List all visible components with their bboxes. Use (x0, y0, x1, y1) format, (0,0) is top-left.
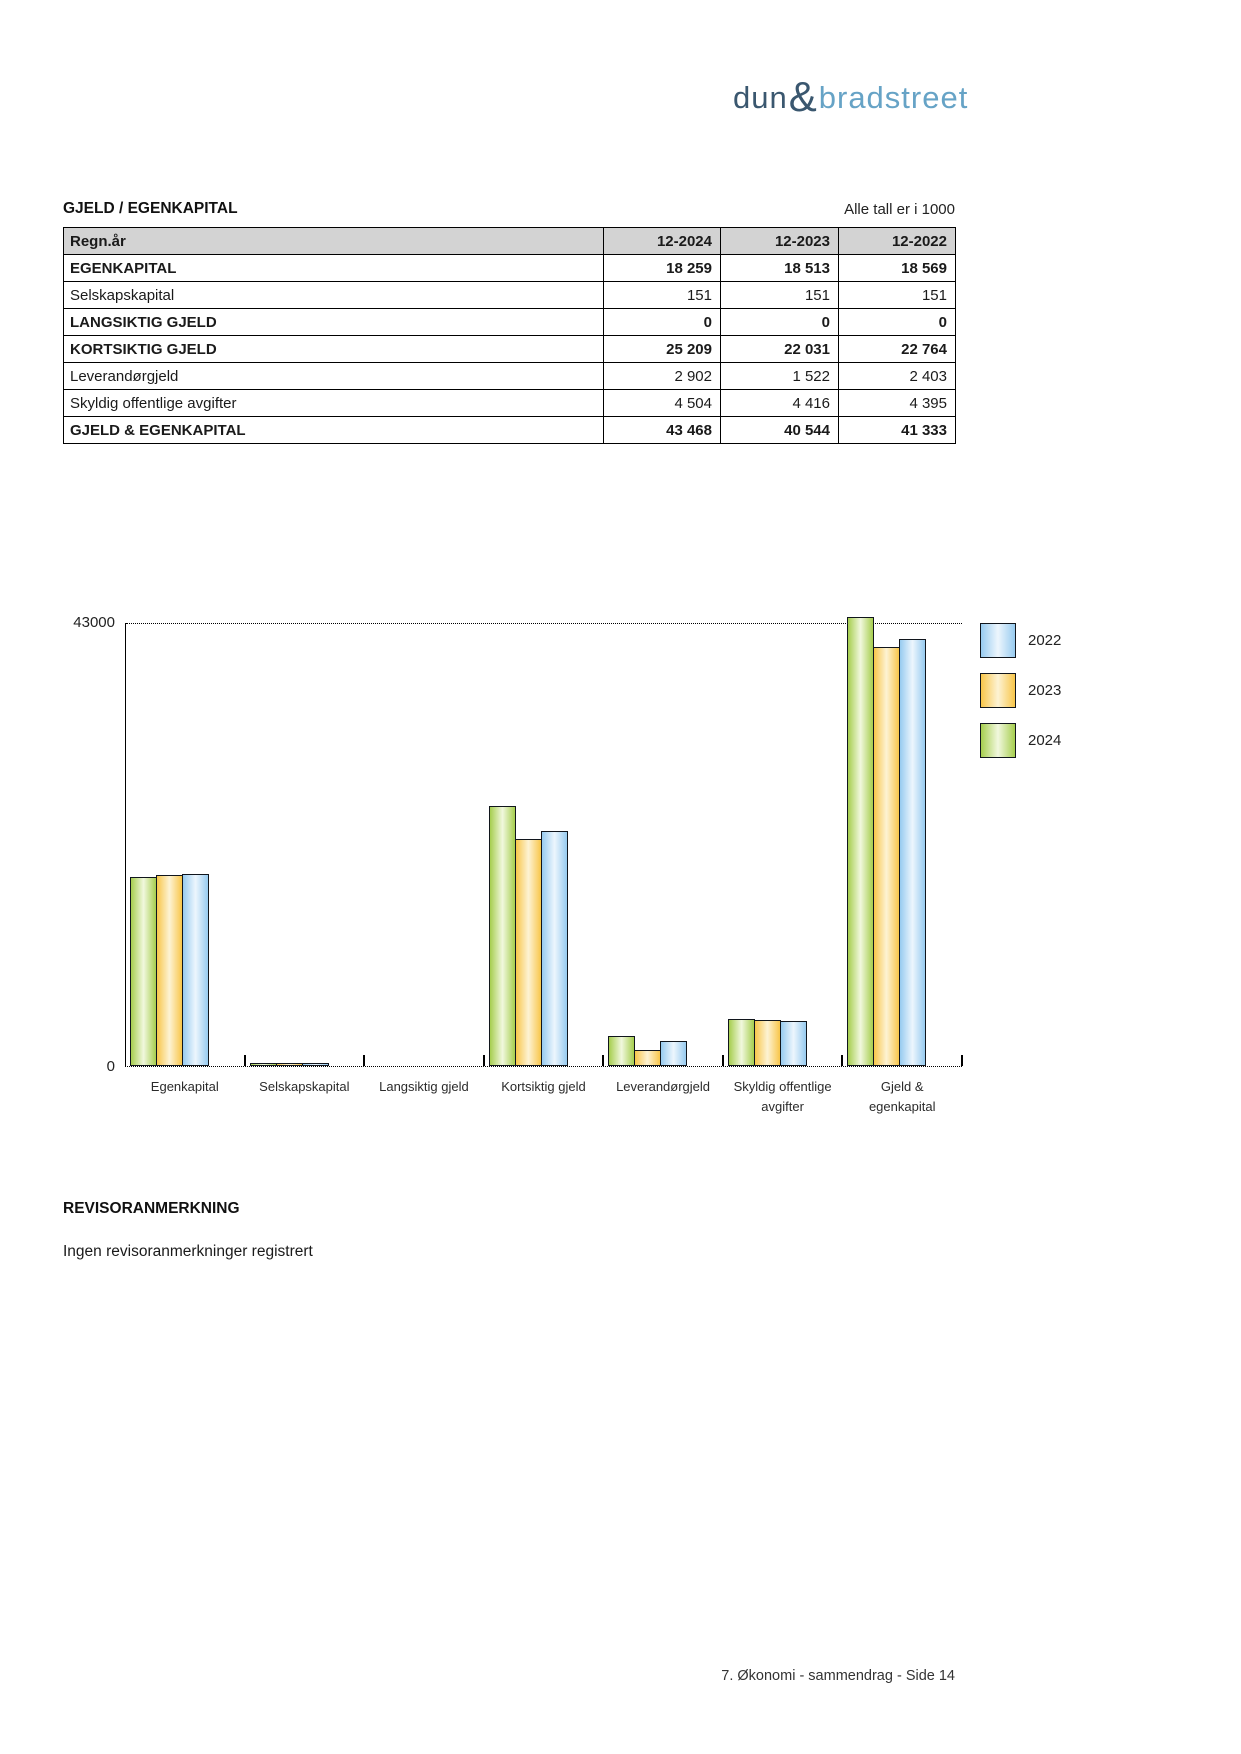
balance-table: Regn.år 12-2024 12-2023 12-2022 EGENKAPITAL… (63, 227, 956, 444)
table-header-row: Regn.år 12-2024 12-2023 12-2022 (63, 227, 956, 255)
row-label: EGENKAPITAL (63, 254, 604, 282)
bar-2022 (182, 874, 209, 1066)
row-value: 4 416 (720, 389, 839, 417)
y-axis-max-label: 43000 (73, 614, 115, 631)
bar-2022 (660, 1041, 688, 1066)
column-header-year: 12-2023 (720, 227, 839, 255)
row-value: 18 513 (720, 254, 839, 282)
row-label: Selskapskapital (63, 281, 604, 309)
bar-2023 (873, 647, 901, 1066)
bar-2024 (249, 1063, 277, 1066)
auditor-note-title: REVISORANMERKNING (63, 1200, 240, 1217)
section-title: GJELD / EGENKAPITAL (63, 200, 238, 217)
table-row: GJELD & EGENKAPITAL 43 468 40 544 41 333 (63, 416, 956, 444)
category-label: Kortsiktig gjeld (501, 1079, 586, 1094)
bar-2023 (634, 1050, 662, 1066)
bar-chart-plot (125, 617, 963, 1067)
balance-table-container: Regn.år 12-2024 12-2023 12-2022 EGENKAPITAL… (63, 227, 956, 444)
dun-bradstreet-logo: dun & bradstreet (733, 70, 969, 120)
x-axis-tick (961, 1055, 963, 1066)
logo-ampersand-icon: & (788, 73, 818, 120)
x-axis-tick (602, 1055, 605, 1066)
page-footer: 7. Økonomi - sammendrag - Side 14 (721, 1668, 955, 1684)
row-label: LANGSIKTIG GJELD (63, 308, 604, 336)
logo-dun-text: dun (733, 80, 788, 115)
table-row: EGENKAPITAL 18 259 18 513 18 569 (63, 254, 956, 282)
bar-2024 (130, 877, 157, 1066)
row-value: 2 403 (838, 362, 956, 390)
row-value: 18 569 (838, 254, 956, 282)
row-value: 40 544 (720, 416, 839, 444)
bar-2023 (275, 1063, 303, 1066)
bar-2022 (301, 1063, 329, 1066)
row-value: 41 333 (838, 416, 956, 444)
row-value: 22 764 (838, 335, 956, 363)
row-value: 22 031 (720, 335, 839, 363)
table-row: LANGSIKTIG GJELD 0 0 0 (63, 308, 956, 336)
row-value: 151 (720, 281, 839, 309)
row-value: 43 468 (603, 416, 721, 444)
row-value: 0 (838, 308, 956, 336)
legend-label-2023: 2023 (1028, 682, 1062, 699)
row-value: 2 902 (603, 362, 721, 390)
column-header-year: 12-2024 (603, 227, 721, 255)
row-value: 151 (603, 281, 721, 309)
bar-2022 (540, 831, 568, 1066)
column-header-year: 12-2022 (838, 227, 956, 255)
table-row: Selskapskapital 151 151 151 (63, 281, 956, 309)
balance-table-body: EGENKAPITAL 18 259 18 513 18 569 Selskapskap… (63, 254, 956, 444)
legend-label-2024: 2024 (1028, 732, 1062, 749)
category-label: Egenkapital (150, 1079, 219, 1094)
x-axis-tick (243, 1055, 246, 1066)
logo-bradstreet-text: bradstreet (818, 80, 969, 115)
row-value: 151 (838, 281, 956, 309)
row-label: KORTSIKTIG GJELD (63, 335, 604, 363)
row-label: Skyldig offentlige avgifter (63, 389, 604, 417)
category-label: Leverandørgjeld (616, 1079, 711, 1094)
row-value: 4 504 (603, 389, 721, 417)
bar-2023 (514, 839, 542, 1066)
row-label: GJELD & EGENKAPITAL (63, 416, 604, 444)
chart-category-labels: Egenkapital Selskapskapital Langsiktig gje… (125, 1077, 962, 1121)
row-value: 4 395 (838, 389, 956, 417)
row-value: 25 209 (603, 335, 721, 363)
bar-2024 (847, 617, 875, 1066)
units-note: Alle tall er i 1000 (844, 201, 955, 218)
x-axis-tick (841, 1055, 844, 1066)
row-value: 0 (720, 308, 839, 336)
row-value: 1 522 (720, 362, 839, 390)
bar-2024 (608, 1036, 636, 1066)
bar-2022 (899, 639, 927, 1066)
category-label: Langsiktig gjeld (379, 1079, 469, 1094)
bar-2024 (488, 806, 516, 1066)
row-value: 18 259 (603, 254, 721, 282)
table-row: Skyldig offentlige avgifter 4 504 4 416 4 3… (63, 389, 956, 417)
category-label: Skyldig offentlige avgifter (733, 1079, 832, 1114)
row-value: 0 (603, 308, 721, 336)
category-label: Selskapskapital (259, 1079, 350, 1094)
bar-2023 (156, 875, 183, 1066)
y-axis-zero-label: 0 (106, 1058, 115, 1075)
gridline-43000 (126, 623, 962, 624)
balance-table-header: Regn.år 12-2024 12-2023 12-2022 (63, 227, 956, 255)
table-row: KORTSIKTIG GJELD 25 209 22 031 22 764 (63, 335, 956, 363)
legend-swatch-2024 (980, 723, 1016, 758)
legend-swatch-2023 (980, 673, 1016, 708)
legend-label-2022: 2022 (1028, 632, 1062, 649)
bar-2024 (727, 1019, 755, 1066)
bar-2023 (753, 1020, 781, 1066)
bar-2022 (779, 1021, 807, 1066)
row-label: Leverandørgjeld (63, 362, 604, 390)
column-header-label: Regn.år (63, 227, 604, 255)
legend-swatch-2022 (980, 623, 1016, 658)
auditor-note-text: Ingen revisoranmerkninger registrert (63, 1243, 313, 1260)
table-row: Leverandørgjeld 2 902 1 522 2 403 (63, 362, 956, 390)
x-axis-tick (363, 1055, 366, 1066)
category-label: Gjeld & egenkapital (868, 1079, 936, 1114)
x-axis-tick (721, 1055, 724, 1066)
x-axis-tick (482, 1055, 485, 1066)
